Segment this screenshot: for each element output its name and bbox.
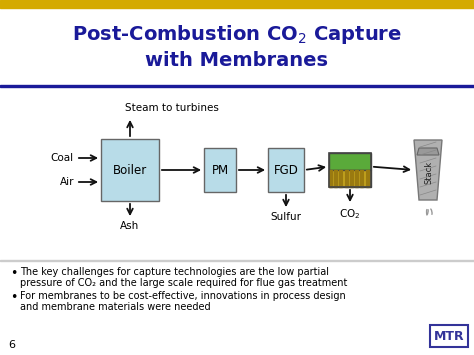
Bar	[0, 260, 474, 355]
Text: The key challenges for capture technologies are the low partial: The key challenges for capture technolog…	[20, 267, 329, 277]
Bar	[0, 0, 474, 8]
Text: and membrane materials were needed: and membrane materials were needed	[20, 302, 210, 312]
Bar	[268, 148, 304, 192]
Bar	[101, 139, 159, 201]
Text: MTR: MTR	[434, 329, 465, 343]
Bar	[329, 153, 371, 187]
Text: CO$_2$: CO$_2$	[339, 207, 361, 221]
Text: For membranes to be cost-effective, innovations in process design: For membranes to be cost-effective, inno…	[20, 291, 346, 301]
Bar	[0, 87, 474, 260]
Bar	[366, 170, 369, 187]
Bar	[430, 325, 468, 347]
Text: 6: 6	[8, 340, 15, 350]
Text: PM: PM	[211, 164, 228, 176]
Text: pressure of CO₂ and the large scale required for flue gas treatment: pressure of CO₂ and the large scale requ…	[20, 278, 347, 288]
Bar	[350, 170, 353, 187]
Bar	[345, 170, 347, 187]
Text: FGD: FGD	[273, 164, 299, 176]
Text: •: •	[10, 267, 18, 280]
Text: Ash: Ash	[120, 221, 140, 231]
Bar	[329, 170, 371, 187]
Bar	[0, 84, 474, 87]
Bar	[355, 170, 358, 187]
Text: Stack: Stack	[425, 160, 434, 184]
Text: Boiler: Boiler	[113, 164, 147, 176]
Text: Sulfur: Sulfur	[271, 212, 301, 222]
Text: Post-Combustion CO$_2$ Capture: Post-Combustion CO$_2$ Capture	[72, 23, 402, 47]
Bar	[334, 170, 337, 187]
Polygon shape	[414, 140, 442, 200]
Bar	[0, 260, 474, 261]
Polygon shape	[417, 148, 439, 155]
Text: Coal: Coal	[51, 153, 74, 163]
Bar	[0, 8, 474, 85]
Bar	[329, 170, 332, 187]
Text: •: •	[10, 291, 18, 304]
Text: Steam to turbines: Steam to turbines	[125, 103, 219, 113]
Bar	[204, 148, 236, 192]
Text: with Membranes: with Membranes	[146, 50, 328, 70]
Bar	[339, 170, 342, 187]
Bar	[361, 170, 364, 187]
Text: Air: Air	[60, 177, 74, 187]
Bar	[329, 153, 371, 170]
